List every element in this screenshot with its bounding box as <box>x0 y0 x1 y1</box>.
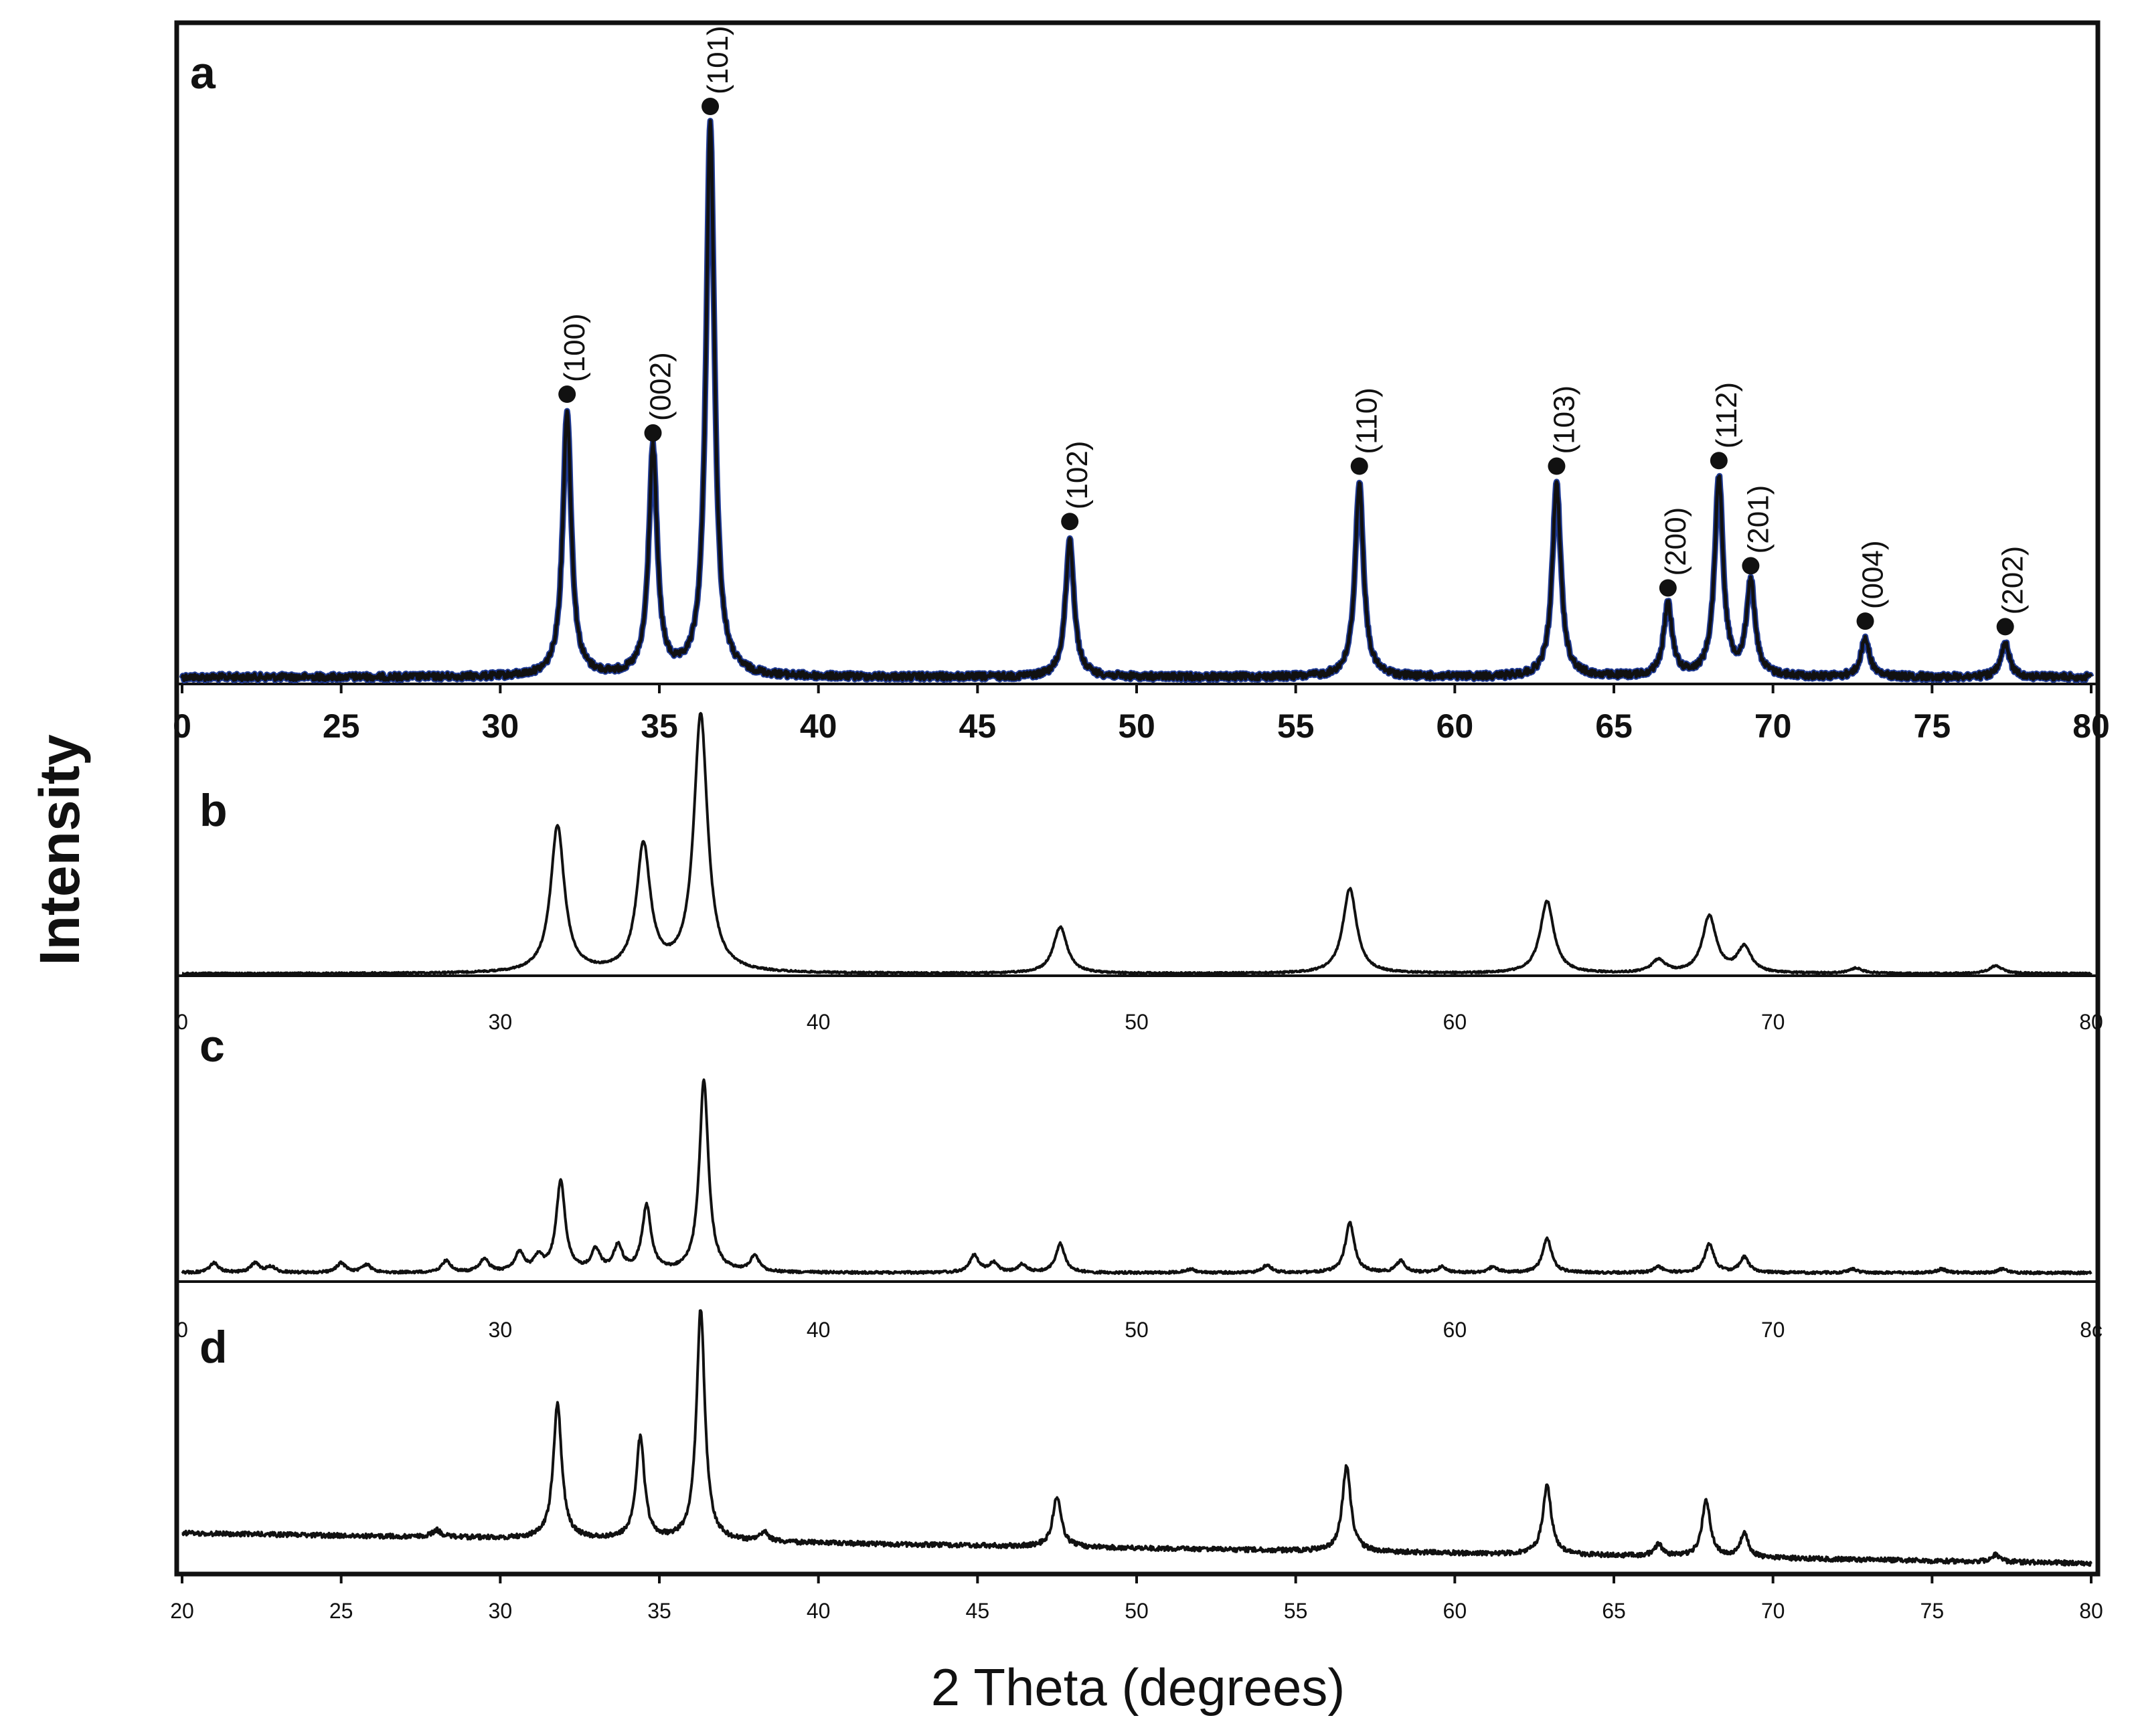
peak-label: (202) <box>1997 546 2030 615</box>
series-a-trace <box>180 119 2093 683</box>
x-tick-label-a: 80 <box>2072 707 2110 745</box>
x-tick-label-d: 60 <box>1443 1599 1467 1623</box>
x-tick-label-c: 40 <box>807 1318 831 1342</box>
x-tick-label-a: 45 <box>959 707 997 745</box>
peak-label: (112) <box>1710 382 1743 448</box>
peak-label: (002) <box>644 352 677 421</box>
x-axis-title: 2 Theta (degrees) <box>931 1658 1345 1717</box>
x-tick-label-d: 80 <box>2079 1599 2103 1623</box>
peak-label: (004) <box>1857 540 1890 609</box>
panel-c-letter: c <box>199 1021 225 1071</box>
peak-marker-dot <box>1659 579 1677 597</box>
peak-label: (102) <box>1061 441 1094 510</box>
panel-a-letter: a <box>190 48 216 98</box>
y-axis-title: Intensity <box>28 734 91 966</box>
x-tick-label-b: 80 <box>2079 1010 2103 1034</box>
peak-marker-dot <box>702 98 720 115</box>
peak-marker-dot <box>1742 557 1760 575</box>
x-tick-label-b: 0 <box>176 1010 188 1034</box>
x-tick-label-d: 45 <box>966 1599 990 1623</box>
panel-b-letter: b <box>199 785 228 836</box>
x-tick-label-c: 70 <box>1761 1318 1785 1342</box>
series-c-trace <box>181 1078 2092 1276</box>
x-tick-label-c: 8c <box>2080 1318 2103 1342</box>
peak-marker-dot <box>1710 452 1728 470</box>
x-tick-label-d: 65 <box>1602 1599 1626 1623</box>
x-tick-label-d: 40 <box>807 1599 831 1623</box>
peak-marker-dot <box>558 385 576 404</box>
x-tick-label-d: 55 <box>1284 1599 1308 1623</box>
x-tick-label-b: 50 <box>1125 1010 1149 1034</box>
x-tick-label-c: 30 <box>489 1318 513 1342</box>
x-tick-label-d: 20 <box>170 1599 194 1623</box>
peak-label: (103) <box>1548 385 1580 454</box>
peak-label: (100) <box>558 313 591 382</box>
x-tick-label-a: 75 <box>1914 707 1951 745</box>
peak-label: (101) <box>702 25 734 94</box>
series-a-overlay-trace <box>179 118 2095 684</box>
x-tick-label-d: 25 <box>329 1599 353 1623</box>
x-tick-label-d: 30 <box>489 1599 513 1623</box>
x-tick-label-a: 35 <box>641 707 678 745</box>
x-tick-label-a: 0 <box>173 707 191 745</box>
x-tick-label-a: 30 <box>482 707 519 745</box>
x-tick-label-d: 35 <box>647 1599 671 1623</box>
x-tick-label-a: 40 <box>800 707 837 745</box>
peak-label: (201) <box>1742 485 1775 554</box>
peak-marker-dot <box>1996 618 2014 636</box>
x-tick-label-b: 30 <box>489 1010 513 1034</box>
x-tick-label-b: 70 <box>1761 1010 1785 1034</box>
x-tick-label-a: 60 <box>1437 707 1474 745</box>
x-tick-label-c: 50 <box>1125 1318 1149 1342</box>
x-tick-label-a: 55 <box>1277 707 1315 745</box>
x-tick-label-b: 40 <box>807 1010 831 1034</box>
panel-d-letter: d <box>199 1322 228 1373</box>
peak-marker-dot <box>1350 457 1368 475</box>
x-tick-label-a: 70 <box>1754 707 1792 745</box>
x-tick-label-c: 0 <box>176 1318 188 1342</box>
x-tick-label-d: 70 <box>1761 1599 1785 1623</box>
x-tick-label-a: 65 <box>1595 707 1633 745</box>
peak-marker-dot <box>1548 457 1566 475</box>
x-tick-label-a: 50 <box>1118 707 1155 745</box>
peak-marker-dot <box>1856 612 1874 630</box>
x-tick-label-c: 60 <box>1443 1318 1467 1342</box>
x-tick-label-a: 25 <box>323 707 360 745</box>
x-tick-label-d: 75 <box>1920 1599 1945 1623</box>
series-b-trace <box>181 711 2092 976</box>
series-d-trace <box>181 1309 2092 1567</box>
peak-marker-dot <box>1061 513 1079 531</box>
peak-label: (200) <box>1659 507 1692 576</box>
plot-layer: 0 25 30 35 40 45 50 55 60 65 70 75 80 (100) (002) (101)… <box>170 25 2110 1623</box>
peak-label: (110) <box>1351 387 1384 454</box>
x-tick-label-b: 60 <box>1443 1010 1467 1034</box>
peak-marker-dot <box>644 424 662 442</box>
x-tick-label-d: 50 <box>1125 1599 1149 1623</box>
